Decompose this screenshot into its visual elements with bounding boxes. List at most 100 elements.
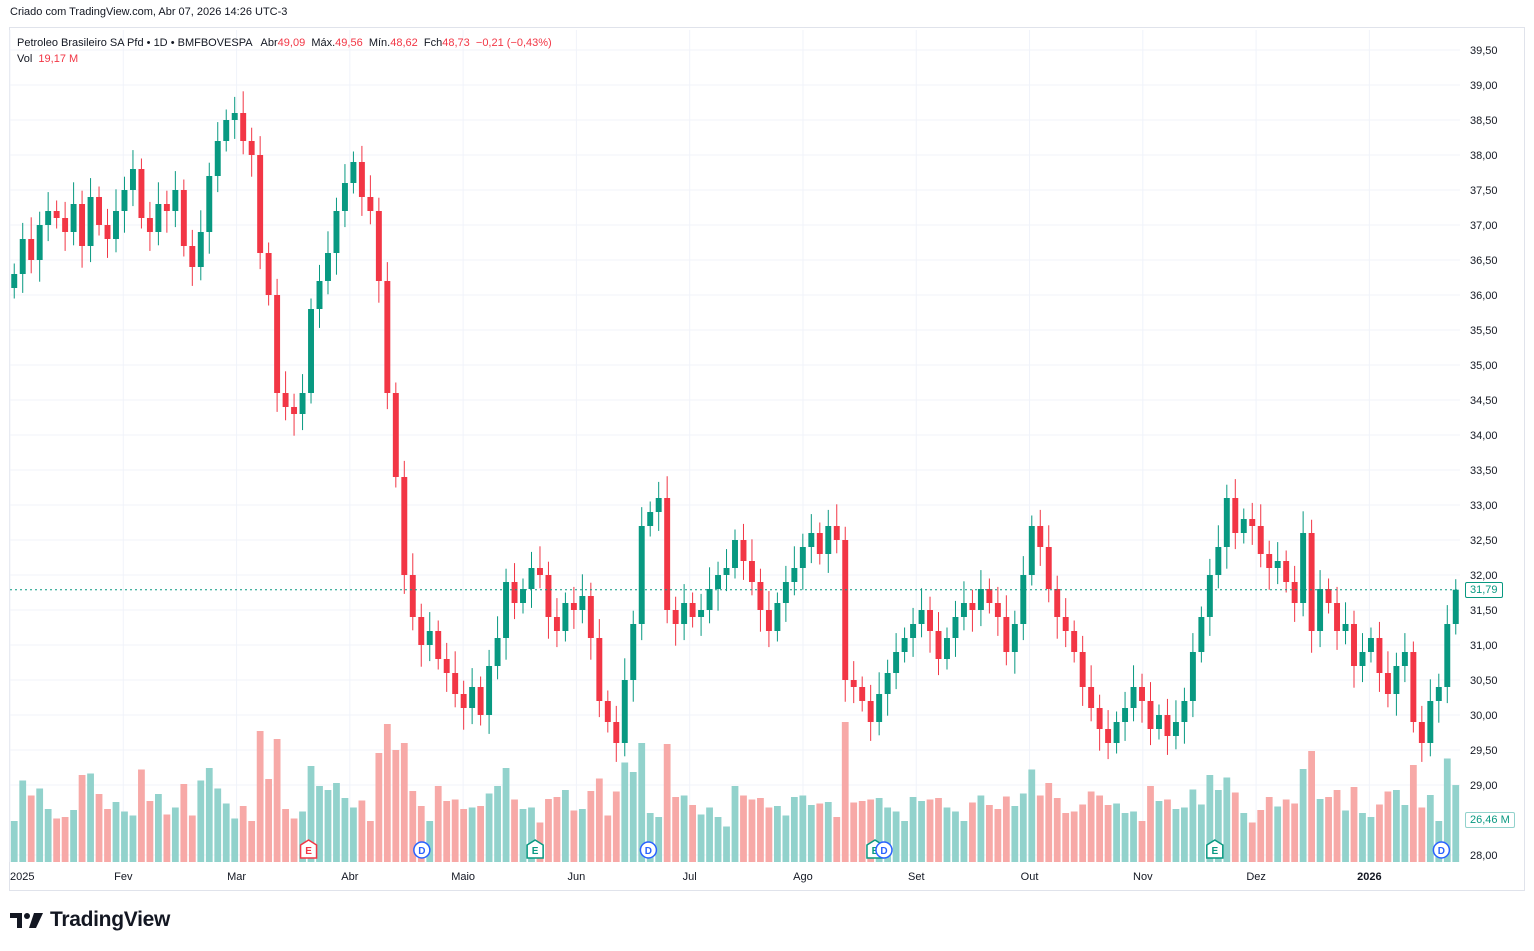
volume-bar [867,799,875,862]
tradingview-brand[interactable]: TradingView [10,908,170,932]
last-price-tag: 31,79 [1465,582,1503,598]
volume-bar [1435,821,1443,862]
x-tick-label: Mar [227,871,246,883]
volume-bar [858,801,866,862]
volume-bar [638,743,646,862]
volume-bar [1079,804,1087,862]
y-tick-label: 33,00 [1470,500,1498,512]
volume-bar [239,806,247,862]
volume-bar [290,818,298,862]
candle-body [1189,652,1196,701]
candle-body [537,568,543,575]
candle-body [579,596,586,610]
candle-body [833,526,840,540]
volume-bar [1070,811,1078,862]
volume-bar [1359,813,1366,862]
volume-bar [146,801,154,862]
candle-body [1249,519,1256,526]
candle-body [706,589,713,610]
volume-bar [375,753,383,862]
x-tick-label: Jul [683,871,697,883]
volume-bar [171,807,179,862]
candle-body [1367,638,1374,652]
volume-bar [1282,799,1290,862]
volume-bar [248,821,256,862]
volume-bar [511,799,518,862]
candle-body [1164,715,1171,736]
tradingview-logo-icon [10,913,43,928]
candle-body [774,603,781,631]
candle-body [121,190,128,211]
volume-bar [27,795,35,862]
event-dividend-marker [639,841,658,859]
volume-bar [901,821,908,862]
candle-body [138,169,145,218]
volume-bar [1104,805,1112,862]
legend-close-label: Fch [423,37,443,49]
candle-body [782,582,789,603]
candle-body [1291,582,1298,603]
volume-bar [1045,783,1053,862]
candle-body [1452,589,1459,624]
legend-row-price: Petroleo Brasileiro SA Pfd • 1D • BMFBOV… [17,37,552,49]
volume-bar [782,815,790,862]
volume-bar [36,788,44,862]
candle-body [265,253,272,295]
candle-body [435,631,442,659]
volume-bar [1350,787,1358,862]
volume-bar [1002,796,1010,862]
candle-body [613,722,620,743]
candle-body [553,617,560,631]
legend-exchange: BMFBOVESPA [177,37,252,49]
event-marker-label: D [645,846,652,857]
volume-bar [1384,791,1392,862]
candle-body [1020,575,1027,624]
volume-bar [528,807,535,862]
volume-bar [129,815,137,862]
volume-bar [850,802,858,862]
candle-body [104,225,111,239]
y-tick-label: 30,00 [1470,710,1498,722]
volume-bar [1240,813,1248,862]
volume-bar [417,806,425,862]
candle-body [604,701,611,722]
volume-bar [680,795,688,862]
event-marker-label: D [418,846,425,857]
volume-bar [1409,765,1417,862]
volume-bar [824,802,832,862]
volume-bar [884,807,892,862]
volume-bar [10,821,18,862]
volume-bar [1333,790,1341,862]
y-tick-label: 32,50 [1470,535,1498,547]
volume-bar [434,786,442,862]
candle-body [1266,554,1273,568]
event-dividend-marker [1432,841,1451,859]
volume-bar [1299,769,1307,862]
legend-close-value: 48,73 [442,37,470,49]
volume-bar [1130,811,1137,862]
volume-bar [519,809,527,862]
volume-bar [587,791,595,862]
volume-bar [112,802,120,862]
x-tick-label: 2025 [10,871,34,883]
volume-bar [969,802,976,862]
candle-body [952,617,959,638]
volume-bar [621,762,629,862]
candle-body [1334,603,1341,631]
candle-body [977,589,984,610]
volume-bar [1181,807,1188,862]
volume-bar [1096,795,1104,862]
chart-legend: Petroleo Brasileiro SA Pfd • 1D • BMFBOV… [17,35,552,67]
candle-body [994,603,1001,617]
candle-body [155,204,162,232]
volume-bar [44,809,52,862]
candle-body [1054,589,1061,617]
candle-body [401,477,408,575]
volume-bar [1342,810,1349,862]
volume-bar [646,813,654,862]
candle-body [87,197,94,246]
volume-bar [816,803,824,862]
candle-body [842,540,849,680]
candle-body [986,589,993,603]
